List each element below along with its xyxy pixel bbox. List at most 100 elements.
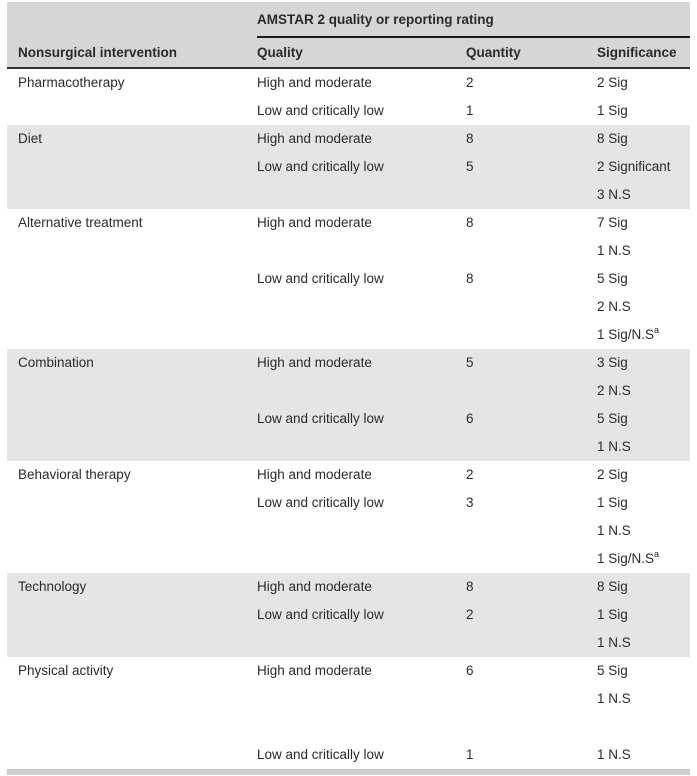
- cell-quantity: 2: [466, 467, 474, 482]
- group-rows: High and moderate 8 8 Sig Low and critic…: [257, 573, 690, 657]
- cell-quantity: [466, 293, 597, 321]
- cell-quality: High and moderate: [257, 467, 372, 482]
- significance-value: 1 Sig: [597, 495, 628, 510]
- significance-value: 1 N.S: [597, 243, 631, 258]
- table-row: Low and critically low 8 5 Sig: [257, 265, 690, 293]
- cell-significance: 2 Sig: [597, 69, 690, 97]
- cell-quality: High and moderate: [257, 75, 372, 90]
- cell-quality: High and moderate: [257, 131, 372, 146]
- significance-value: 1 N.S: [597, 691, 631, 706]
- table-row: 1 N.S: [257, 517, 690, 545]
- column-headers: Nonsurgical intervention Quality Quantit…: [7, 37, 690, 67]
- intervention-group: Technology High and moderate 8 8 Sig Low…: [7, 573, 690, 657]
- intervention-group: Behavioral therapy High and moderate 2 2…: [7, 461, 690, 573]
- cell-quality: Low and critically low: [257, 271, 384, 286]
- cell-significance: 3 N.S: [597, 181, 690, 209]
- group-rows: High and moderate 2 2 Sig Low and critic…: [257, 69, 690, 125]
- intervention-group: Combination High and moderate 5 3 Sig 2 …: [7, 349, 690, 461]
- cell-quantity: 2: [466, 607, 474, 622]
- footnote-marker: a: [654, 324, 660, 335]
- cell-quantity: [466, 181, 597, 209]
- cell-quantity: [466, 685, 597, 713]
- cell-significance: 1 N.S: [597, 629, 690, 657]
- table-row: 2 N.S: [257, 377, 690, 405]
- table-row: 1 Sig/N.Sa: [257, 545, 690, 573]
- cell-significance: 2 Significant: [597, 153, 690, 181]
- cell-quality: Low and critically low: [257, 495, 384, 510]
- cell-quality: Low and critically low: [257, 103, 384, 118]
- significance-value: 1 N.S: [597, 439, 631, 454]
- significance-value: 7 Sig: [597, 215, 628, 230]
- group-rows: High and moderate 8 8 Sig Low and critic…: [257, 125, 690, 209]
- cell-quantity: 8: [466, 131, 474, 146]
- cell-quantity: [466, 237, 597, 265]
- table-row: 1 N.S: [257, 629, 690, 657]
- intervention-name: Combination: [18, 355, 94, 370]
- cell-quality: [257, 545, 466, 573]
- spanner-header: AMSTAR 2 quality or reporting rating: [257, 2, 690, 38]
- intervention-name: Pharmacotherapy: [18, 75, 125, 90]
- cell-quantity: 2: [466, 75, 474, 90]
- intervention-name: Behavioral therapy: [18, 467, 131, 482]
- intervention-group: Alternative treatment High and moderate …: [7, 209, 690, 349]
- cell-quality: [257, 685, 466, 713]
- cell-significance: 5 Sig: [597, 265, 690, 293]
- cell-quality: High and moderate: [257, 663, 372, 678]
- amstar-table: AMSTAR 2 quality or reporting rating Non…: [7, 2, 690, 775]
- cell-significance: 8 Sig: [597, 573, 690, 601]
- cell-significance: 2 N.S: [597, 293, 690, 321]
- table-row: 1 Sig/N.Sa: [257, 321, 690, 349]
- cell-quantity: 1: [466, 103, 474, 118]
- significance-value: 8 Sig: [597, 579, 628, 594]
- cell-quantity: [466, 377, 597, 405]
- cell-significance: 2 Sig: [597, 461, 690, 489]
- table-row: Low and critically low 5 2 Significant: [257, 153, 690, 181]
- significance-value: 1 N.S: [597, 635, 631, 650]
- cell-significance: 1 N.S: [597, 741, 690, 769]
- significance-value: 3 Sig: [597, 355, 628, 370]
- table-row: High and moderate 2 2 Sig: [257, 461, 690, 489]
- intervention-group: Diet High and moderate 8 8 Sig Low and c…: [7, 125, 690, 209]
- cell-significance: 1 Sig/N.Sa: [597, 321, 690, 349]
- column-header-quality: Quality: [257, 44, 303, 60]
- significance-value: 5 Sig: [597, 411, 628, 426]
- cell-quantity: 6: [466, 663, 474, 678]
- spanner-title: AMSTAR 2 quality or reporting rating: [257, 11, 494, 27]
- significance-value: 1 Sig/N.S: [597, 551, 655, 566]
- table-row: 1 N.S: [257, 237, 690, 265]
- cell-quantity: [466, 433, 597, 461]
- cell-significance: 5 Sig: [597, 657, 690, 685]
- table-row: 2 N.S: [257, 293, 690, 321]
- cell-significance: 3 Sig: [597, 349, 690, 377]
- cell-quantity: 8: [466, 579, 474, 594]
- significance-value: 2 Sig: [597, 75, 628, 90]
- cell-quantity: 5: [466, 159, 474, 174]
- cell-quantity: [466, 629, 597, 657]
- cell-quality: Low and critically low: [257, 411, 384, 426]
- cell-quantity: 8: [466, 271, 474, 286]
- cell-quality: [257, 321, 466, 349]
- significance-value: 2 N.S: [597, 383, 631, 398]
- cell-significance: 1 Sig: [597, 97, 690, 125]
- table-row: 1 N.S: [257, 685, 690, 713]
- group-rows: High and moderate 5 3 Sig 2 N.S Low and …: [257, 349, 690, 461]
- cell-quality: [257, 433, 466, 461]
- cell-quantity: 1: [466, 747, 474, 762]
- table-row: Low and critically low 3 1 Sig: [257, 489, 690, 517]
- column-header-intervention: Nonsurgical intervention: [18, 44, 178, 60]
- table-row: [257, 713, 690, 741]
- table-row: Low and critically low 6 5 Sig: [257, 405, 690, 433]
- column-header-significance: Significance: [597, 44, 677, 60]
- group-rows: High and moderate 2 2 Sig Low and critic…: [257, 461, 690, 573]
- cell-quality: [257, 181, 466, 209]
- significance-value: 3 N.S: [597, 187, 631, 202]
- intervention-name: Diet: [18, 131, 43, 146]
- cell-significance: 1 N.S: [597, 517, 690, 545]
- significance-value: 1 Sig: [597, 103, 628, 118]
- cell-significance: 1 N.S: [597, 433, 690, 461]
- table-row: High and moderate 6 5 Sig: [257, 657, 690, 685]
- significance-value: 8 Sig: [597, 131, 628, 146]
- cell-quality: High and moderate: [257, 215, 372, 230]
- cell-significance: 8 Sig: [597, 125, 690, 153]
